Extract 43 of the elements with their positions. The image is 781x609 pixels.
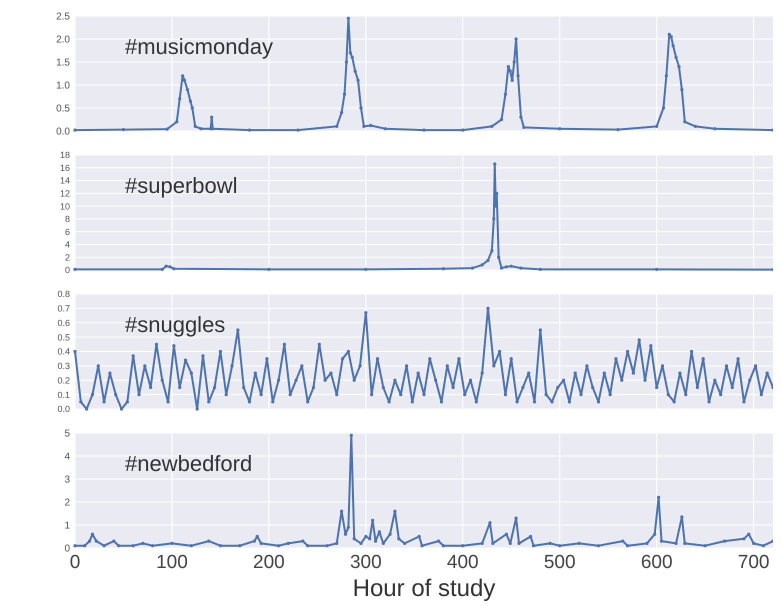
y-tick-label: 4 xyxy=(64,240,70,250)
y-tick-label: 8 xyxy=(64,214,70,224)
y-tick-label: 2 xyxy=(64,252,70,262)
y-tick-label: 2.0 xyxy=(56,34,70,46)
y-tick-label: 0.2 xyxy=(57,375,70,386)
y-tick-label: 0.7 xyxy=(57,304,70,314)
x-tick-label: 500 xyxy=(544,552,576,573)
y-tick-label: 0.1 xyxy=(57,390,70,400)
y-tick-label: 0 xyxy=(64,265,70,276)
text: #superbowl xyxy=(125,173,238,198)
y-tick-label: 0.4 xyxy=(57,346,70,357)
y-tick-label: 16 xyxy=(60,162,70,173)
y-tick-label: 1.0 xyxy=(56,80,70,92)
y-tick-label: 1.5 xyxy=(56,58,70,68)
y-tick-label: 0 xyxy=(64,544,70,554)
y-tick-label: 2.5 xyxy=(56,12,70,22)
y-tick-label: 12 xyxy=(60,188,70,198)
text: #newbedford xyxy=(125,451,252,476)
y-tick-label: 2 xyxy=(64,498,70,508)
y-tick-label: 0.5 xyxy=(56,104,70,114)
x-tick-label: 300 xyxy=(350,552,382,573)
y-tick-label: 3 xyxy=(64,474,70,486)
y-tick-label: 4 xyxy=(64,452,70,462)
y-tick-label: 0.6 xyxy=(57,318,70,328)
y-tick-label: 0.5 xyxy=(57,332,70,342)
y-tick-label: 0.8 xyxy=(57,289,70,300)
y-tick-label: 14 xyxy=(60,176,70,186)
y-tick-label: 0.0 xyxy=(56,126,70,138)
text: #musicmonday xyxy=(125,34,273,59)
y-tick-label: 6 xyxy=(64,226,70,237)
x-tick-label: 200 xyxy=(253,552,285,573)
x-tick-label: 600 xyxy=(640,552,673,573)
text: #snuggles xyxy=(125,312,226,337)
x-tick-label: 100 xyxy=(156,552,188,573)
y-tick-label: 0.0 xyxy=(57,404,70,414)
x-tick-label: 700 xyxy=(738,552,770,573)
y-tick-label: 10 xyxy=(60,201,70,212)
y-tick-label: 5 xyxy=(64,428,70,440)
y-tick-label: 0.3 xyxy=(57,361,70,372)
y-tick-label: 1 xyxy=(64,520,70,532)
x-axis-title: Hour of study xyxy=(352,575,496,602)
y-tick-label: 18 xyxy=(60,150,70,160)
x-tick-label: 400 xyxy=(446,552,479,573)
